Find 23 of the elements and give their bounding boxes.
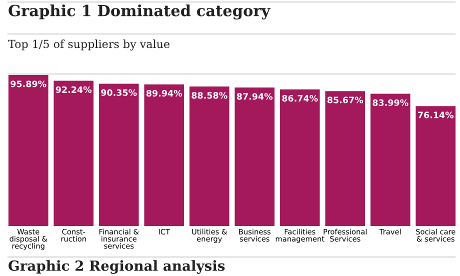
bar xyxy=(189,86,230,226)
data-label: 95.89% xyxy=(10,80,46,88)
data-label: 85.67% xyxy=(327,96,364,104)
data-label: 89.94% xyxy=(146,90,182,97)
bar xyxy=(234,88,275,226)
chart-title: Graphic 1 Dominated category xyxy=(8,4,270,20)
chart-subtitle: Top 1/5 of suppliers by value xyxy=(8,40,170,50)
bar xyxy=(54,80,94,226)
bar xyxy=(280,89,320,226)
data-label: 76.14% xyxy=(418,112,454,118)
bar xyxy=(325,91,366,226)
data-label: 86.74% xyxy=(282,94,318,102)
data-label: 88.58% xyxy=(192,92,228,99)
bar xyxy=(144,84,184,226)
data-label: 87.94% xyxy=(236,93,273,100)
text: Graphic 2 Regional analysis xyxy=(8,260,225,274)
data-label: 92.24% xyxy=(56,86,92,93)
bar xyxy=(416,106,456,226)
bar xyxy=(370,94,410,226)
bar xyxy=(98,84,139,226)
bar xyxy=(8,75,48,226)
data-label: 90.35% xyxy=(101,89,137,96)
data-label: 83.99% xyxy=(372,99,408,106)
